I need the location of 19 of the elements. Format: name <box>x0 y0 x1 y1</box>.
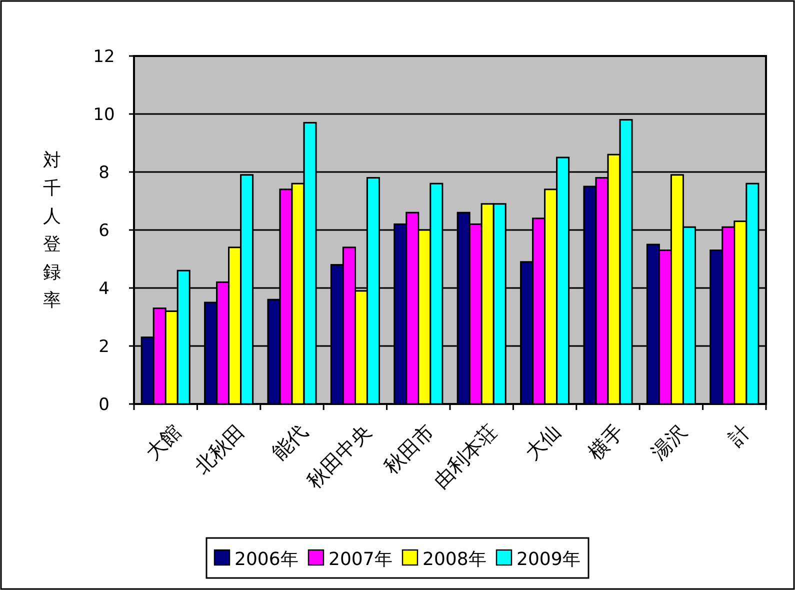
y-tick-label: 0 <box>98 395 110 415</box>
legend-label: 2006年 <box>234 549 298 570</box>
x-tick-label: 湯沢 <box>646 419 692 465</box>
x-tick-label: 大館 <box>140 419 186 465</box>
legend-label: 2008年 <box>422 549 486 570</box>
x-tick-label: 横手 <box>583 419 628 465</box>
y-axis-title: 対千人登録率 <box>43 150 61 311</box>
x-tick-label: 大仙 <box>520 419 566 465</box>
y-tick-label: 12 <box>93 47 115 67</box>
legend-label: 2007年 <box>328 549 392 570</box>
y-tick-label: 6 <box>98 221 110 241</box>
y-tick-label: 2 <box>98 337 110 357</box>
y-tick-label: 4 <box>98 279 110 299</box>
x-tick-label: 能代 <box>267 419 312 465</box>
y-tick-label: 8 <box>98 163 110 183</box>
y-tick-label: 10 <box>93 105 115 125</box>
x-tick-label: 北秋田 <box>190 419 250 479</box>
x-tick-label: 計 <box>724 419 755 450</box>
legend-label: 2009年 <box>516 549 580 570</box>
